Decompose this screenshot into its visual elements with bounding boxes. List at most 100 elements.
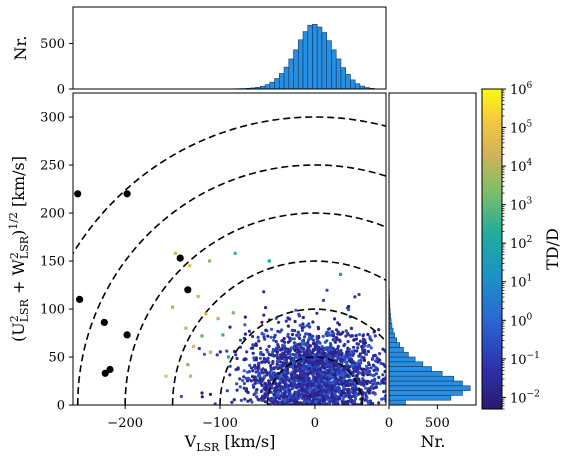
cloud-point bbox=[310, 382, 314, 386]
cloud-point bbox=[336, 388, 340, 392]
right-hist-bar-10 bbox=[388, 351, 409, 358]
cloud-point bbox=[247, 370, 251, 374]
cloud-point bbox=[291, 359, 296, 363]
cloud-point bbox=[350, 382, 355, 386]
cloud-point bbox=[288, 388, 292, 393]
cloud-point bbox=[250, 375, 255, 379]
black-point-0 bbox=[74, 190, 82, 198]
cloud-point bbox=[357, 377, 361, 381]
cloud-point bbox=[377, 401, 381, 405]
cloud-point bbox=[290, 370, 294, 374]
cloud-point bbox=[362, 344, 367, 348]
cloud-point bbox=[361, 334, 365, 338]
top-hist-bar-27 bbox=[354, 83, 361, 90]
colorbar-tick-label: 10−1 bbox=[510, 351, 540, 368]
cloud-point bbox=[366, 349, 370, 354]
cloud-point bbox=[286, 340, 290, 344]
cloud-point bbox=[269, 364, 273, 368]
cloud-point bbox=[356, 346, 360, 350]
colorbar-tick-label: 101 bbox=[510, 274, 532, 291]
cloud-point bbox=[307, 381, 311, 385]
cloud-point bbox=[346, 374, 350, 378]
cloud-point bbox=[274, 340, 278, 344]
colorbar-tick-label: 10−2 bbox=[510, 389, 540, 406]
cloud-point bbox=[325, 394, 329, 398]
high-td-point-6 bbox=[196, 294, 200, 299]
cloud-point bbox=[331, 350, 335, 354]
cloud-point bbox=[235, 382, 239, 386]
cloud-point bbox=[364, 386, 368, 390]
cloud-point bbox=[265, 348, 269, 352]
cloud-point bbox=[369, 366, 373, 370]
cloud-point bbox=[298, 336, 302, 341]
cloud-point bbox=[381, 373, 385, 377]
right-hist-bar-13 bbox=[388, 337, 398, 343]
cloud-point bbox=[293, 348, 297, 353]
cloud-point bbox=[344, 334, 348, 338]
top-histogram-frame bbox=[72, 6, 387, 90]
cloud-point bbox=[377, 328, 381, 332]
colorbar-tick-label: 103 bbox=[510, 197, 533, 214]
cloud-point bbox=[341, 397, 345, 401]
high-td-point-7 bbox=[204, 312, 208, 316]
cloud-point bbox=[343, 342, 347, 346]
cloud-point bbox=[307, 349, 312, 353]
main-ytick-label: 300 bbox=[40, 111, 65, 126]
cloud-point bbox=[283, 380, 288, 384]
cloud-point bbox=[250, 400, 254, 404]
high-td-point-5 bbox=[171, 305, 175, 309]
cloud-point bbox=[327, 386, 331, 390]
cloud-point bbox=[294, 308, 298, 312]
cloud-point bbox=[254, 358, 258, 362]
cloud-point bbox=[298, 368, 302, 372]
cloud-point bbox=[285, 401, 289, 405]
main-yticks: 0 50 100 150 200 250 300 bbox=[40, 111, 73, 414]
cloud-point bbox=[358, 352, 362, 356]
cloud-point bbox=[378, 382, 382, 386]
cloud-point bbox=[333, 317, 337, 321]
cloud-point bbox=[305, 390, 309, 395]
cloud-point bbox=[301, 322, 305, 326]
top-histogram-bars bbox=[226, 24, 375, 90]
cloud-point bbox=[343, 359, 347, 364]
top-hist-bar-13 bbox=[288, 58, 294, 90]
cloud-point bbox=[354, 333, 358, 338]
top-ytick-label: 0 bbox=[57, 83, 65, 98]
cloud-point bbox=[347, 383, 352, 387]
cloud-point bbox=[271, 359, 275, 364]
cloud-point bbox=[247, 329, 251, 333]
cloud-point bbox=[324, 359, 328, 363]
top-hist-bar-25 bbox=[345, 74, 351, 90]
cloud-point bbox=[369, 338, 373, 342]
cloud-point bbox=[303, 342, 307, 346]
cloud-point bbox=[367, 370, 371, 374]
cloud-point bbox=[346, 333, 350, 337]
cloud-point bbox=[311, 363, 315, 367]
cloud-point bbox=[290, 379, 294, 383]
cloud-point bbox=[333, 372, 337, 377]
cloud-point bbox=[352, 402, 356, 405]
cloud-point bbox=[260, 398, 264, 403]
cloud-point bbox=[286, 332, 290, 336]
cloud-point bbox=[303, 394, 307, 398]
cloud-point bbox=[362, 383, 366, 388]
cloud-point bbox=[265, 373, 269, 377]
cloud-point bbox=[261, 360, 265, 364]
right-histogram-xlabel: Nr. bbox=[421, 432, 446, 451]
cloud-point bbox=[282, 398, 286, 402]
cloud-point bbox=[271, 401, 275, 405]
black-point-6 bbox=[123, 331, 131, 339]
right-histogram-frame bbox=[388, 92, 477, 406]
cloud-point bbox=[322, 392, 326, 396]
high-td-point-17 bbox=[191, 344, 196, 348]
cloud-point bbox=[366, 379, 370, 383]
cloud-point bbox=[323, 340, 327, 344]
cloud-point bbox=[281, 363, 285, 367]
cloud-point bbox=[357, 332, 362, 337]
cloud-point bbox=[257, 361, 261, 365]
cloud-point bbox=[383, 364, 386, 368]
cloud-point bbox=[271, 350, 275, 354]
cloud-point bbox=[299, 394, 303, 399]
cloud-point bbox=[339, 369, 343, 373]
cloud-point bbox=[284, 354, 288, 358]
